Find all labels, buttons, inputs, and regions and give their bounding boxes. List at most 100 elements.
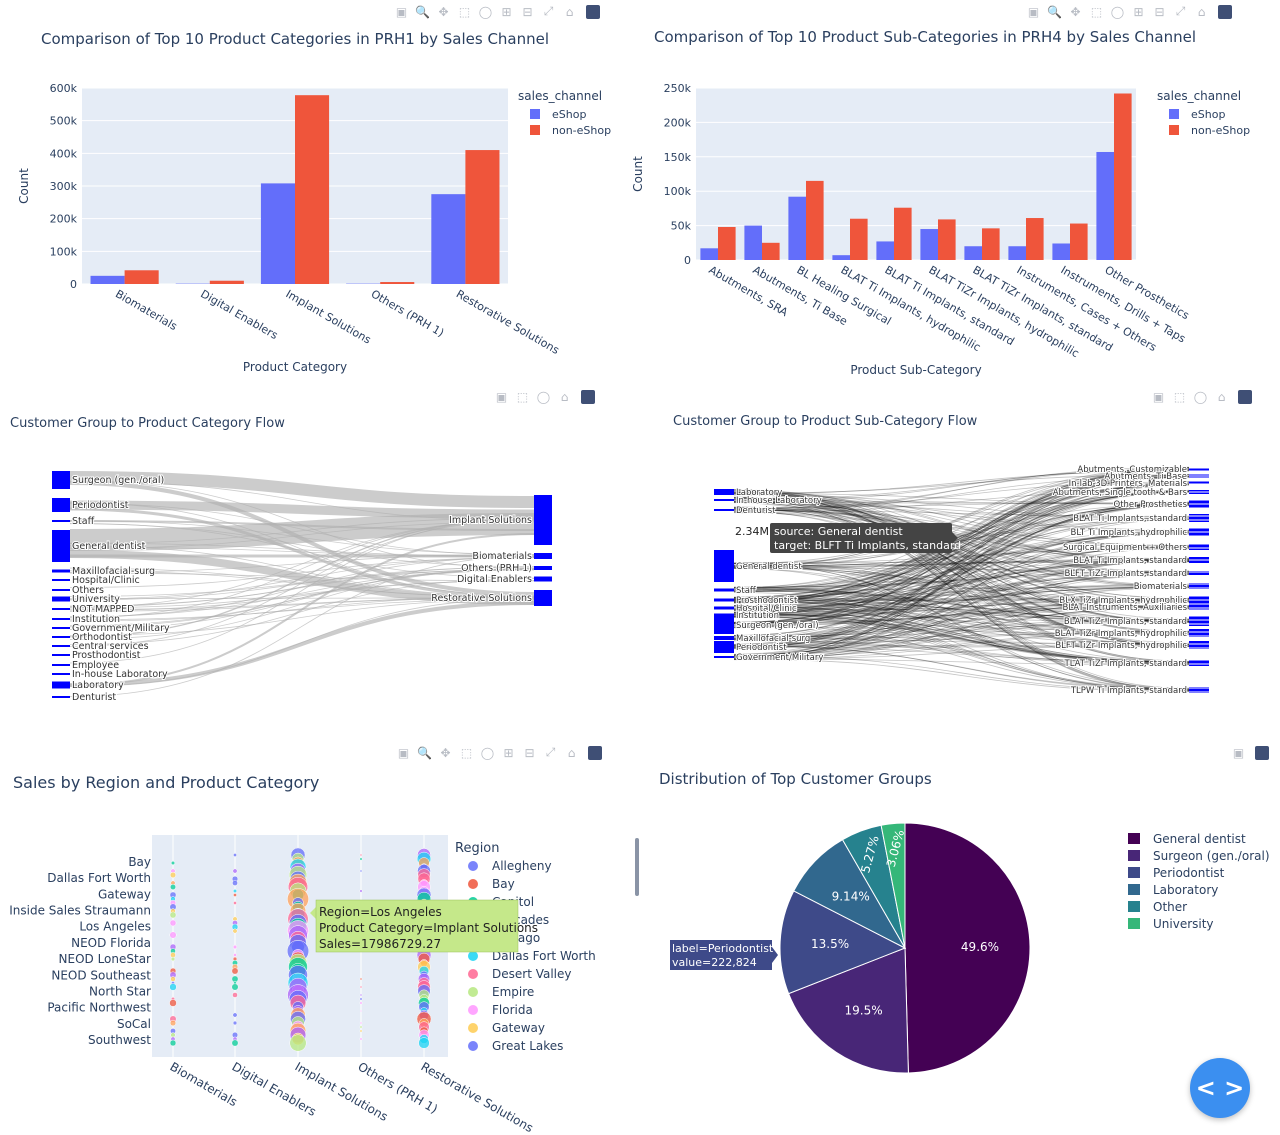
camera-icon[interactable]: ▣ bbox=[1232, 745, 1245, 760]
sankey-source-node bbox=[52, 579, 70, 581]
camera-icon[interactable]: ▣ bbox=[397, 745, 410, 760]
sankey-link bbox=[69, 598, 535, 621]
legend-title: Region bbox=[455, 841, 500, 856]
sankey-link bbox=[733, 631, 1190, 645]
plotly-logo-icon[interactable] bbox=[586, 4, 600, 19]
legend-swatch bbox=[1128, 850, 1140, 861]
lasso-icon[interactable]: ◯ bbox=[480, 745, 495, 760]
lasso-icon[interactable]: ◯ bbox=[478, 4, 493, 19]
camera-icon[interactable]: ▣ bbox=[495, 389, 508, 404]
bubble-point bbox=[233, 901, 237, 905]
zoom-icon[interactable]: 🔍 bbox=[1047, 4, 1062, 19]
sankey-link bbox=[733, 618, 1190, 648]
legend-item: Florida bbox=[492, 1003, 533, 1017]
home-icon[interactable]: ⌂ bbox=[560, 389, 569, 404]
sankey-link bbox=[733, 499, 1190, 622]
box-select-icon[interactable]: ⬚ bbox=[460, 745, 473, 760]
sankey-link bbox=[733, 531, 1190, 658]
zoom-in-icon[interactable]: ⊞ bbox=[503, 745, 514, 760]
sankey-link bbox=[733, 590, 1190, 622]
plotly-logo-icon[interactable] bbox=[588, 745, 602, 760]
plotly-logo-icon[interactable] bbox=[1238, 389, 1252, 404]
sankey-link bbox=[733, 585, 1190, 599]
pan-icon[interactable]: ✥ bbox=[440, 745, 451, 760]
pie-title: Distribution of Top Customer Groups bbox=[659, 770, 932, 788]
autoscale-icon[interactable]: ⤢ bbox=[1175, 4, 1186, 18]
home-icon[interactable]: ⌂ bbox=[1217, 389, 1226, 404]
camera-icon[interactable]: ▣ bbox=[1152, 389, 1165, 404]
sankey-source-node bbox=[52, 696, 70, 698]
zoom-out-icon[interactable]: ⊟ bbox=[524, 745, 535, 760]
home-icon[interactable]: ⌂ bbox=[565, 4, 574, 19]
sankey-link bbox=[733, 598, 1190, 661]
plotly-logo-icon[interactable] bbox=[1218, 4, 1232, 19]
pan-icon[interactable]: ✥ bbox=[438, 4, 449, 19]
camera-icon[interactable]: ▣ bbox=[1027, 4, 1040, 19]
x-tick-label: Others (PRH 1) bbox=[369, 287, 447, 339]
autoscale-icon[interactable]: ⤢ bbox=[545, 745, 556, 759]
sankey-link bbox=[733, 481, 1190, 658]
plotly-logo-icon[interactable] bbox=[581, 389, 595, 404]
box-select-icon[interactable]: ⬚ bbox=[1090, 4, 1103, 19]
legend-scrollbar[interactable] bbox=[635, 838, 639, 896]
box-select-icon[interactable]: ⬚ bbox=[458, 4, 471, 19]
bubble-point bbox=[232, 880, 238, 886]
code-view-button[interactable]: < > bbox=[1190, 1058, 1250, 1118]
sankey-link bbox=[733, 615, 1190, 690]
home-icon[interactable]: ⌂ bbox=[567, 745, 576, 760]
sankey-link bbox=[733, 564, 1190, 609]
zoom-icon[interactable]: 🔍 bbox=[417, 745, 432, 760]
zoom-icon[interactable]: 🔍 bbox=[415, 4, 430, 19]
sankey-source-label: General dentist bbox=[72, 541, 146, 552]
sankey-link bbox=[733, 467, 1190, 648]
sankey-link bbox=[733, 561, 1190, 606]
legend-item: Bay bbox=[492, 877, 515, 891]
pan-icon[interactable]: ✥ bbox=[1070, 4, 1081, 19]
box-select-icon[interactable]: ⬚ bbox=[1173, 389, 1186, 404]
lasso-icon[interactable]: ◯ bbox=[1110, 4, 1125, 19]
sankey-target-node bbox=[534, 495, 552, 545]
sankey-link bbox=[733, 518, 1190, 564]
sankey-link bbox=[733, 502, 1190, 618]
plotly-logo-icon[interactable] bbox=[1255, 745, 1269, 760]
hover-icon[interactable]: ◯ bbox=[536, 389, 551, 404]
sankey-link bbox=[733, 567, 1190, 603]
sankey-target-label: BLX TiZr Implants, hydrophilic bbox=[1059, 596, 1187, 606]
legend-marker bbox=[468, 987, 478, 997]
home-icon[interactable]: ⌂ bbox=[1197, 4, 1206, 19]
y-tick-label: 150k bbox=[664, 151, 692, 164]
sankey-source-node bbox=[52, 681, 70, 689]
sankey-link bbox=[733, 559, 1190, 568]
bubble-point bbox=[359, 1001, 363, 1005]
sankey-link bbox=[733, 618, 1190, 637]
autoscale-icon[interactable]: ⤢ bbox=[543, 4, 554, 18]
sankey-source-node bbox=[714, 641, 734, 653]
sankey-link bbox=[733, 501, 1190, 608]
sankey-target-label: Surgical Equipment + Others bbox=[1063, 543, 1188, 553]
sankey-target-label: Biomaterials bbox=[1134, 582, 1188, 592]
sankey-target-node bbox=[1189, 687, 1209, 693]
sankey-link bbox=[733, 483, 1190, 593]
sankey-source-label: Staff bbox=[736, 586, 757, 596]
sankey-link bbox=[733, 559, 1190, 657]
sankey-link bbox=[69, 517, 535, 664]
legend-swatch bbox=[1169, 125, 1179, 135]
box-select-icon[interactable]: ⬚ bbox=[516, 389, 529, 404]
sankey-link bbox=[733, 596, 1190, 663]
hover-icon[interactable]: ◯ bbox=[1193, 389, 1208, 404]
sankey-link bbox=[733, 515, 1190, 567]
pie-slice bbox=[904, 822, 1031, 1074]
modebar-pie: ▣ bbox=[1230, 744, 1269, 761]
zoom-out-icon[interactable]: ⊟ bbox=[522, 4, 533, 19]
x-tick-label: Implant Solutions bbox=[284, 287, 374, 346]
bubble-point bbox=[359, 997, 363, 1001]
sankey-link bbox=[733, 493, 1190, 664]
zoom-in-icon[interactable]: ⊞ bbox=[1133, 4, 1144, 19]
camera-icon[interactable]: ▣ bbox=[395, 4, 408, 19]
zoom-in-icon[interactable]: ⊞ bbox=[501, 4, 512, 19]
legend-item: General dentist bbox=[1153, 832, 1246, 846]
sankey-link bbox=[733, 573, 1190, 639]
sankey-link bbox=[733, 561, 1190, 564]
zoom-out-icon[interactable]: ⊟ bbox=[1154, 4, 1165, 19]
sankey-source-label: Government/Military bbox=[736, 653, 823, 663]
